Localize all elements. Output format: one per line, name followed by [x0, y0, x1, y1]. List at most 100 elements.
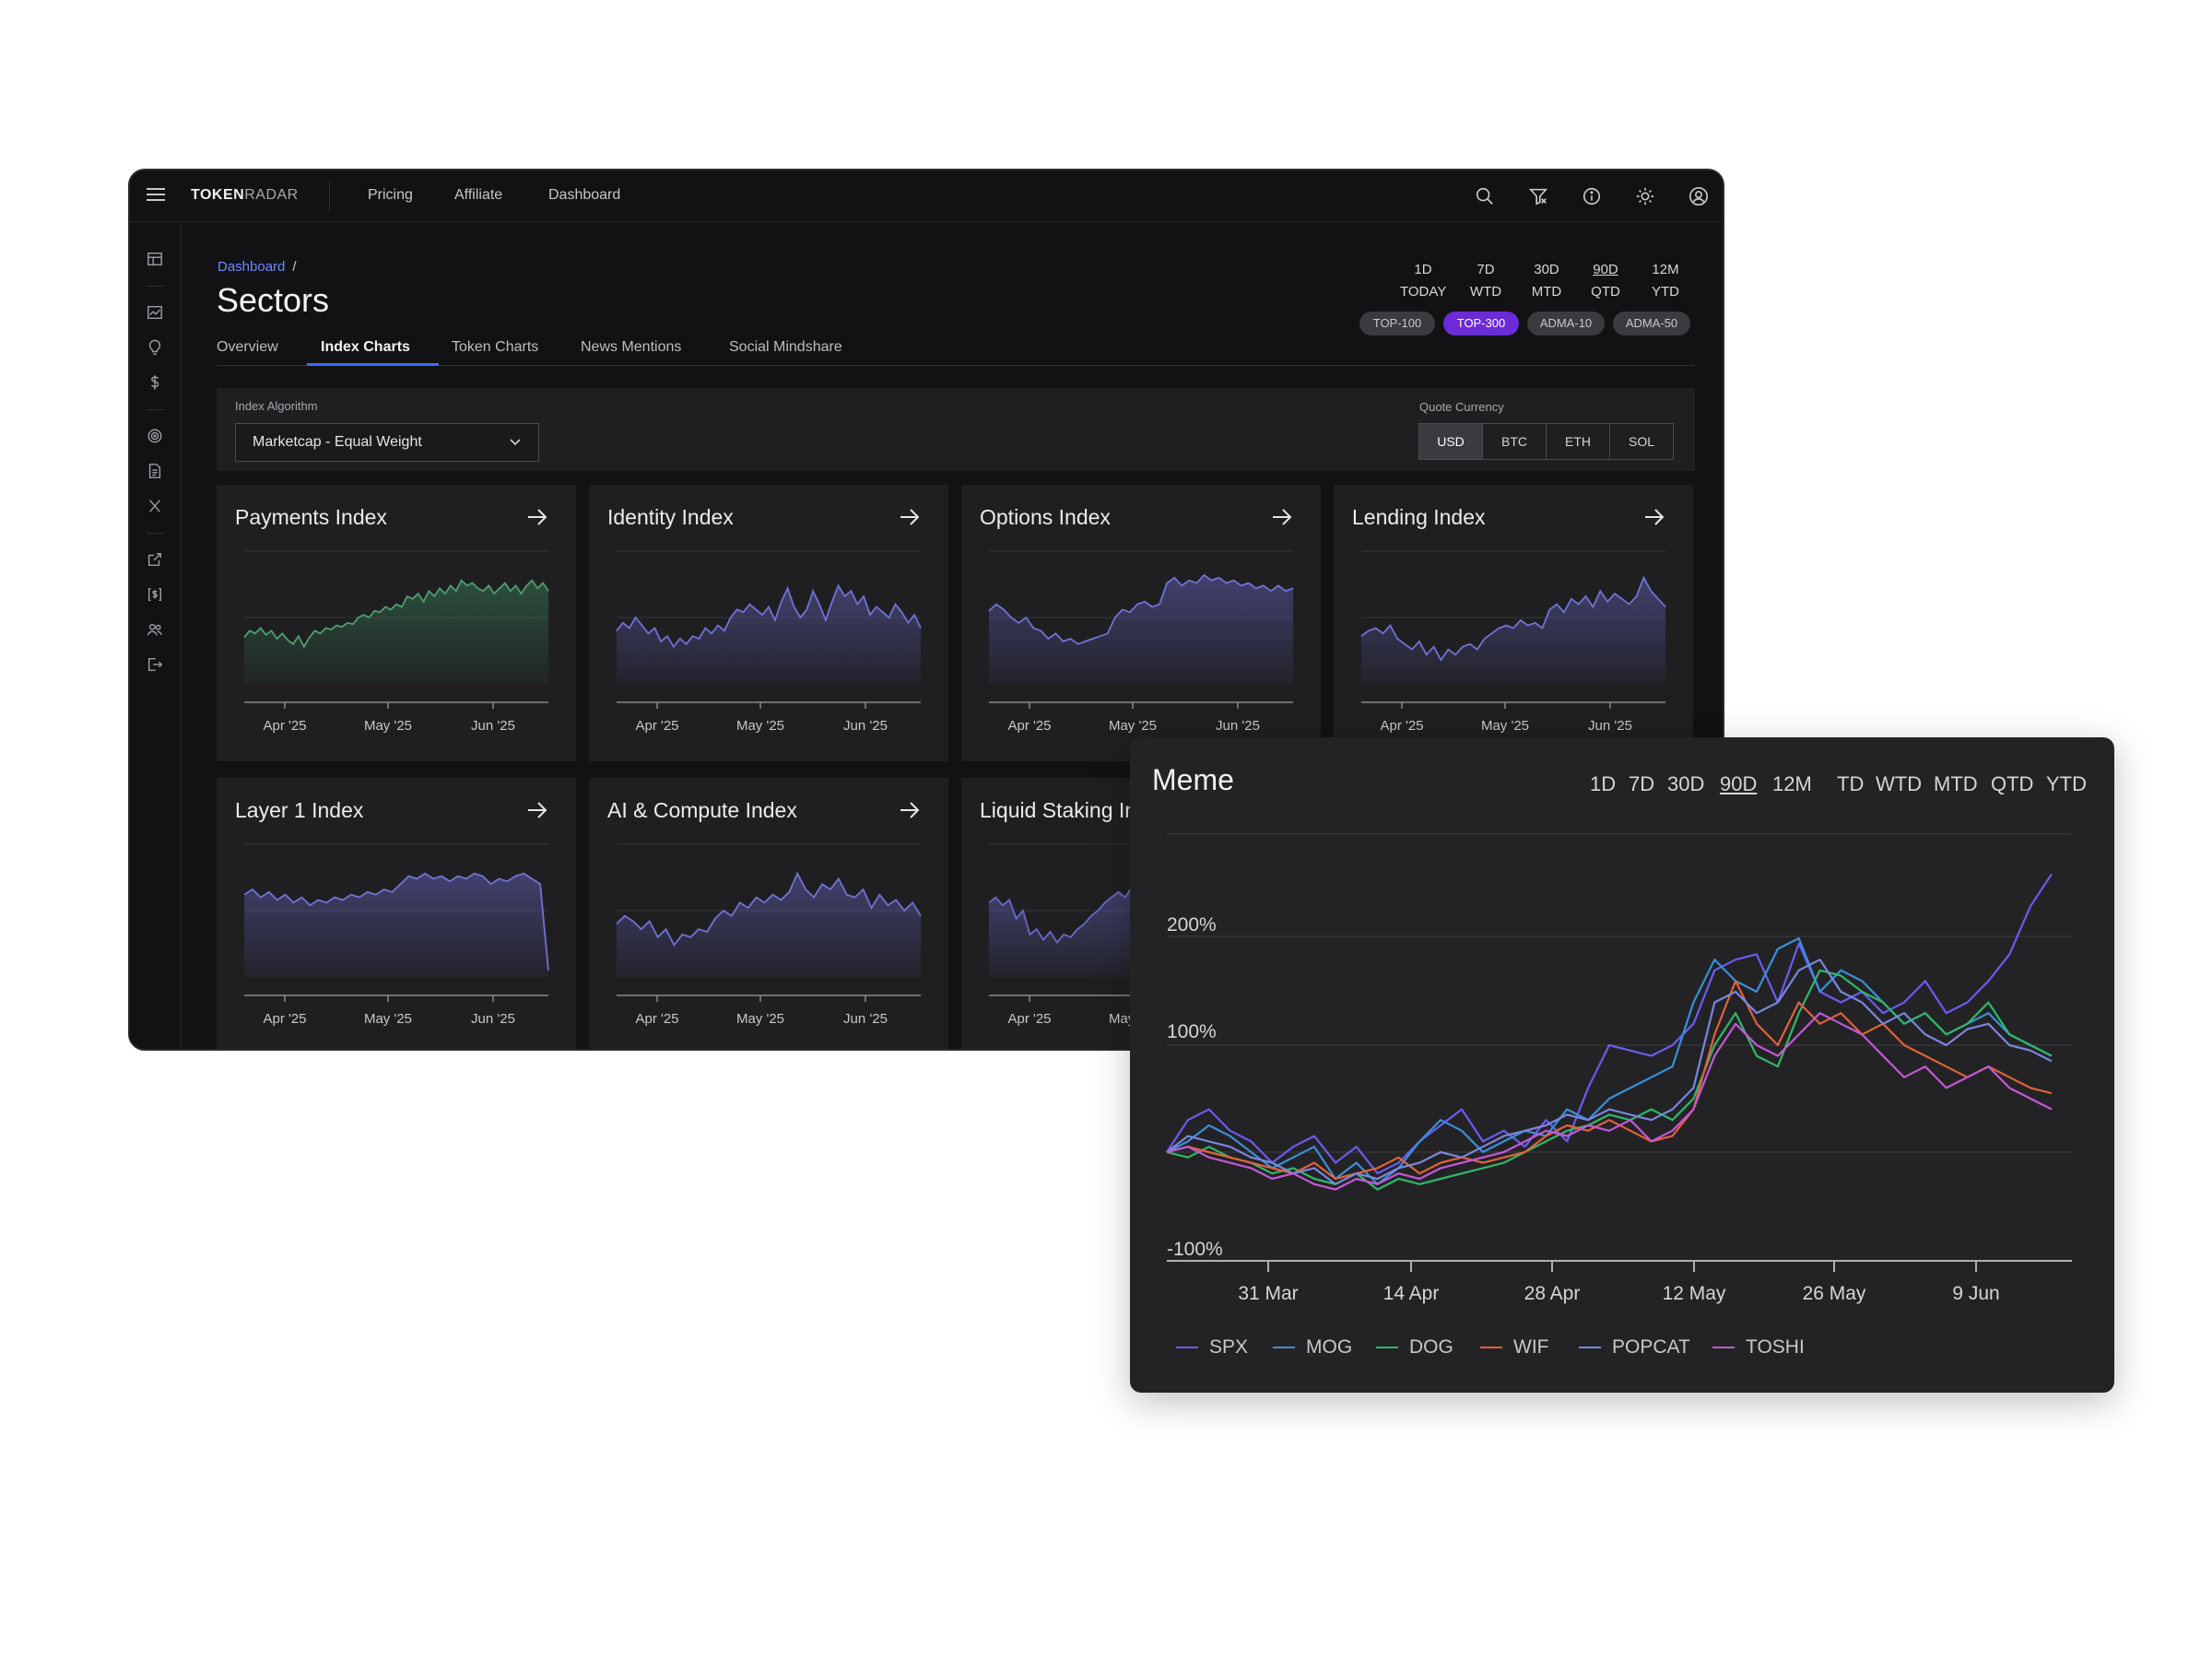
arrow-right-icon[interactable] — [899, 800, 921, 820]
currency-usd[interactable]: USD — [1418, 423, 1483, 460]
sparkline-chart: Apr '25 May '25 Jun '25 — [988, 550, 1294, 734]
dollar-icon[interactable] — [147, 374, 165, 393]
currency-btc[interactable]: BTC — [1482, 423, 1547, 460]
range-wtd[interactable]: WTD — [1876, 772, 1923, 795]
range-qtd[interactable]: QTD — [1991, 772, 2034, 795]
legend-dog[interactable]: DOG — [1376, 1336, 1453, 1359]
nav-pricing[interactable]: Pricing — [368, 187, 413, 203]
period-bottom: YTD — [1652, 284, 1679, 300]
period-12m[interactable]: 12M YTD — [1642, 259, 1688, 303]
filter-adma-10[interactable]: ADMA-10 — [1527, 312, 1605, 335]
index-card[interactable]: Apr '25 May '25 Jun '25 Payments Index — [217, 485, 576, 761]
target-icon[interactable] — [147, 428, 165, 446]
algorithm-value: Marketcap - Equal Weight — [253, 434, 422, 450]
legend-popcat[interactable]: POPCAT — [1579, 1336, 1690, 1359]
index-card[interactable]: Apr '25 May '25 Jun '25 Identity Index — [589, 485, 948, 761]
arrow-right-icon[interactable] — [526, 800, 548, 820]
meme-line-chart: 200% 100% -100% 31 Mar 14 Apr 28 Apr 12 May 26 … — [1166, 833, 2072, 1304]
period-1d[interactable]: 1D TODAY — [1400, 259, 1446, 303]
theme-icon[interactable] — [1632, 183, 1658, 209]
sparkline-tick-label: Jun '25 — [843, 718, 888, 734]
tab-overview[interactable]: Overview — [217, 339, 278, 355]
tab-index-charts[interactable]: Index Charts — [321, 339, 410, 355]
account-icon[interactable] — [1686, 183, 1712, 209]
period-90d[interactable]: 90D QTD — [1583, 259, 1629, 303]
users-icon[interactable] — [147, 621, 165, 640]
index-card[interactable]: Apr '25 May '25 Jun '25 Lending Index — [1334, 485, 1693, 761]
range-90d[interactable]: 90D — [1720, 772, 1758, 795]
legend-mog[interactable]: MOG — [1273, 1336, 1352, 1359]
sparkline-area — [617, 585, 921, 684]
document-icon[interactable] — [147, 463, 165, 481]
bulb-icon[interactable] — [147, 339, 165, 358]
range-ytd[interactable]: YTD — [2046, 772, 2087, 795]
legend-toshi[interactable]: TOSHI — [1712, 1336, 1805, 1359]
sparkline-area — [244, 873, 548, 977]
filter-top-100[interactable]: TOP-100 — [1359, 312, 1435, 335]
sparkline-chart: Apr '25 May '25 Jun '25 — [243, 550, 549, 734]
filter-adma-50[interactable]: ADMA-50 — [1613, 312, 1690, 335]
tab-token-charts[interactable]: Token Charts — [452, 339, 539, 355]
card-title: AI & Compute Index — [607, 798, 797, 822]
period-top: 7D — [1477, 262, 1495, 277]
period-30d[interactable]: 30D MTD — [1524, 259, 1570, 303]
legend-spx[interactable]: SPX — [1176, 1336, 1248, 1359]
algorithm-select[interactable]: Marketcap - Equal Weight — [235, 423, 539, 462]
search-icon[interactable] — [1472, 183, 1498, 209]
sparkline-tick-label: May '25 — [1109, 718, 1157, 734]
table-icon[interactable] — [147, 251, 165, 269]
sparkline-chart: Apr '25 May '25 Jun '25 — [616, 550, 922, 734]
card-title: Identity Index — [607, 505, 734, 529]
arrow-right-icon[interactable] — [526, 507, 548, 527]
series-line-spx — [1166, 873, 2053, 1175]
tab-social-mindshare[interactable]: Social Mindshare — [729, 339, 842, 355]
filter-top-300[interactable]: TOP-300 — [1443, 312, 1519, 335]
range-12m[interactable]: 12M — [1772, 772, 1812, 795]
series-line-mog — [1166, 936, 2053, 1185]
period-top: 12M — [1652, 262, 1679, 277]
legend-label: POPCAT — [1612, 1336, 1690, 1358]
y-tick-label: 200% — [1167, 914, 1217, 935]
legend-swatch — [1176, 1347, 1198, 1348]
sparkline-tick-label: Jun '25 — [471, 718, 515, 734]
bracket-dollar-icon[interactable] — [147, 586, 165, 605]
range-td[interactable]: TD — [1837, 772, 1865, 795]
x-icon[interactable] — [147, 498, 165, 516]
algorithm-label: Index Algorithm — [235, 399, 318, 413]
logout-icon[interactable] — [147, 656, 165, 675]
sidebar-divider — [147, 286, 165, 287]
info-icon[interactable] — [1579, 183, 1605, 209]
period-7d[interactable]: 7D WTD — [1463, 259, 1509, 303]
chart-icon[interactable] — [147, 304, 165, 323]
range-7d[interactable]: 7D — [1629, 772, 1655, 795]
legend-label: WIF — [1513, 1336, 1549, 1358]
range-30d[interactable]: 30D — [1667, 772, 1705, 795]
legend-wif[interactable]: WIF — [1480, 1336, 1548, 1359]
sparkline-tick-label: Apr '25 — [1007, 1011, 1051, 1027]
period-bottom: TODAY — [1400, 284, 1447, 300]
legend-swatch — [1273, 1347, 1295, 1348]
breadcrumb-dashboard[interactable]: Dashboard — [218, 259, 286, 275]
currency-eth[interactable]: ETH — [1546, 423, 1610, 460]
sparkline-tick-label: Jun '25 — [843, 1011, 888, 1027]
currency-sol[interactable]: SOL — [1609, 423, 1674, 460]
menu-icon[interactable] — [147, 188, 165, 203]
index-card[interactable]: Apr '25 May '25 Jun '25 Options Index — [961, 485, 1321, 761]
range-mtd[interactable]: MTD — [1934, 772, 1978, 795]
x-tick-label: 12 May — [1663, 1283, 1726, 1304]
arrow-right-icon[interactable] — [1271, 507, 1293, 527]
index-card[interactable]: Apr '25 May '25 Jun '25 Layer 1 Index — [217, 778, 576, 1049]
brand-bold: TOKEN — [191, 187, 245, 203]
external-link-icon[interactable] — [147, 551, 165, 570]
index-card[interactable]: Apr '25 May '25 Jun '25 AI & Compute Index — [589, 778, 948, 1049]
page-title: Sectors — [217, 281, 330, 319]
series-line-popcat — [1166, 959, 2053, 1185]
nav-dashboard[interactable]: Dashboard — [548, 187, 621, 203]
arrow-right-icon[interactable] — [899, 507, 921, 527]
tab-news-mentions[interactable]: News Mentions — [581, 339, 682, 355]
filter-icon[interactable] — [1525, 183, 1551, 209]
range-1d[interactable]: 1D — [1590, 772, 1617, 795]
arrow-right-icon[interactable] — [1643, 507, 1665, 527]
nav-affiliate[interactable]: Affiliate — [454, 187, 503, 203]
brand-logo[interactable]: TOKENRADAR — [191, 187, 299, 204]
